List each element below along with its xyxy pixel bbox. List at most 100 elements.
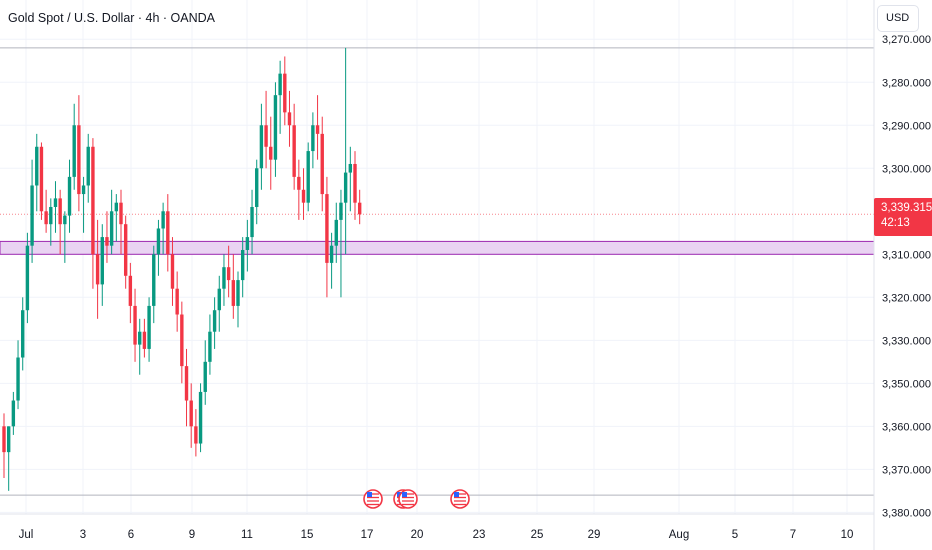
- candle-body: [25, 245, 30, 311]
- us-flag-event-icon[interactable]: [363, 489, 383, 509]
- currency-selector-button[interactable]: USD: [877, 5, 919, 32]
- candle-body: [339, 202, 343, 220]
- price-tick-label: 3,320.000: [882, 292, 931, 304]
- candle-body: [287, 112, 292, 126]
- candle-body: [105, 237, 109, 246]
- candle-body: [240, 249, 245, 281]
- flag-canton: [454, 492, 459, 497]
- candle-body: [273, 95, 278, 160]
- candle-body: [334, 219, 338, 246]
- candle-body: [231, 280, 236, 306]
- candle-body: [170, 254, 175, 289]
- time-tick-label: 29: [588, 529, 601, 541]
- candle-body: [100, 237, 104, 285]
- candle-body: [203, 361, 207, 392]
- candle-body: [217, 288, 221, 311]
- price-tick-label: 3,370.000: [882, 464, 931, 476]
- candle-body: [166, 211, 170, 255]
- time-tick-label: 25: [531, 529, 544, 541]
- price-tick-label: 3,350.000: [882, 378, 931, 390]
- price-tick-label: 3,330.000: [882, 335, 931, 347]
- candle-body: [86, 146, 90, 186]
- candle-body: [6, 426, 11, 453]
- candle-body: [133, 305, 137, 345]
- time-tick-label: 3: [80, 529, 86, 541]
- candle-body: [194, 426, 198, 444]
- candle-body: [161, 211, 165, 229]
- time-tick-label: 6: [128, 529, 134, 541]
- candle-body: [114, 202, 119, 212]
- candle-body: [119, 202, 123, 225]
- candle-body: [77, 125, 81, 195]
- candle-body: [311, 125, 315, 152]
- candle-body: [226, 267, 231, 281]
- price-tick-label: 3,280.000: [882, 77, 931, 89]
- flag-canton: [367, 492, 372, 497]
- time-tick-label: 5: [732, 529, 738, 541]
- support-zone[interactable]: [0, 240, 875, 255]
- time-tick-label: Jul: [19, 529, 34, 541]
- candle-body: [245, 237, 250, 250]
- candle-body: [123, 224, 128, 276]
- candle-body: [283, 73, 287, 113]
- candle-body: [128, 275, 133, 306]
- time-tick-label: 23: [473, 529, 486, 541]
- flag-canton: [402, 492, 407, 497]
- time-tick-label: 11: [241, 529, 253, 541]
- time-tick-label: 9: [189, 529, 195, 541]
- time-tick-label: Aug: [669, 529, 689, 541]
- candle-body: [357, 202, 362, 215]
- candle-body: [269, 146, 273, 160]
- candle-body: [329, 245, 334, 263]
- candle-body: [138, 331, 142, 345]
- candle-body: [264, 125, 268, 147]
- candle-body: [39, 146, 44, 212]
- bar-countdown: 42:13: [881, 217, 910, 229]
- candle-body: [189, 400, 193, 427]
- candle-body: [353, 163, 357, 203]
- candle-body: [278, 73, 282, 96]
- candle-body: [142, 331, 147, 349]
- candle-body: [91, 146, 95, 255]
- candle-body: [325, 194, 329, 263]
- candle-body: [301, 189, 306, 203]
- price-tick-label: 3,290.000: [882, 120, 931, 132]
- candle-body: [255, 168, 259, 207]
- us-flag-event-icon[interactable]: [398, 489, 418, 509]
- candle-body: [147, 305, 151, 349]
- candle-body: [35, 146, 39, 186]
- candle-body: [315, 125, 320, 134]
- candle-body: [306, 151, 310, 203]
- candle-body: [156, 228, 161, 255]
- symbol-title[interactable]: Gold Spot / U.S. Dollar · 4h · OANDA: [8, 11, 216, 25]
- candle-body: [320, 133, 324, 195]
- price-tick-label: 3,300.000: [882, 163, 931, 175]
- candle-body: [250, 206, 254, 238]
- candle-body: [175, 288, 179, 315]
- candle-body: [198, 391, 203, 444]
- time-tick-label: 7: [790, 529, 796, 541]
- candle-body: [53, 198, 58, 207]
- us-flag-event-icon[interactable]: [450, 489, 470, 509]
- candle-body: [259, 125, 264, 169]
- current-price-label: 3,339.315 42:13: [874, 198, 932, 236]
- time-tick-label: 17: [361, 529, 374, 541]
- price-tick-label: 3,360.000: [882, 421, 931, 433]
- candle-body: [152, 254, 156, 306]
- price-tick-label: 3,270.000: [882, 34, 931, 46]
- time-tick-label: 10: [841, 529, 854, 541]
- candle-body: [58, 198, 62, 225]
- candle-body: [63, 215, 67, 225]
- candle-body: [222, 267, 226, 289]
- candle-body: [297, 176, 301, 190]
- candle-body: [30, 185, 34, 246]
- candle-body: [81, 185, 86, 195]
- candle-body: [109, 211, 114, 246]
- price-tick-label: 3,380.000: [882, 507, 931, 519]
- candle-body: [180, 314, 184, 367]
- candle-body: [184, 366, 189, 401]
- candle-body: [95, 254, 100, 285]
- candle-body: [21, 310, 25, 358]
